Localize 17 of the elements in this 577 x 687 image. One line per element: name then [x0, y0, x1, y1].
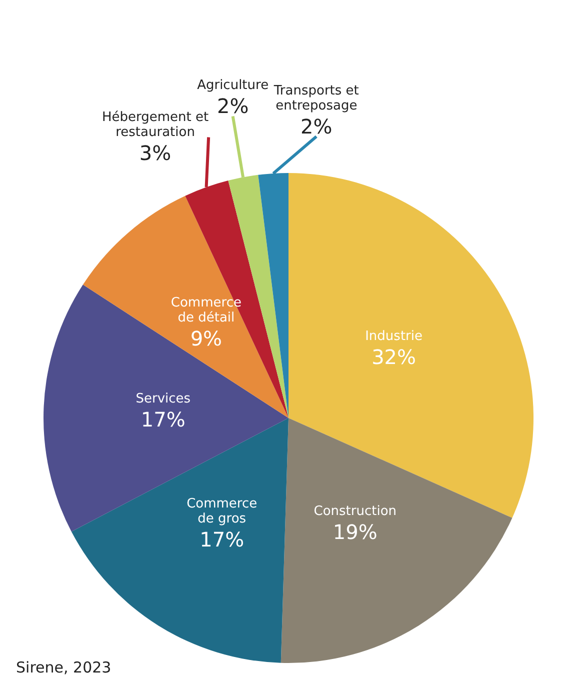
- slice-label: Commerce de détail: [170, 295, 242, 326]
- data-label: 17%: [140, 408, 186, 432]
- slice-label: Services: [136, 392, 191, 407]
- slice-label: Agriculture: [197, 78, 269, 94]
- data-label: 2%: [216, 94, 249, 118]
- slice-label: Construction: [314, 504, 397, 519]
- slice-label: Transports et entreposage: [272, 84, 359, 114]
- data-label: 19%: [332, 520, 378, 544]
- data-label: 32%: [372, 345, 416, 370]
- data-label: 17%: [200, 527, 244, 552]
- data-label: 3%: [139, 141, 172, 166]
- slice-label: Industrie: [365, 329, 422, 344]
- data-label: 9%: [190, 326, 222, 350]
- slice-label: Hébergement et restauration: [102, 110, 209, 140]
- slice-label: Commerce de gros: [186, 496, 258, 526]
- text: Sirene, 2023: [16, 658, 112, 676]
- data-label: 2%: [300, 114, 332, 139]
